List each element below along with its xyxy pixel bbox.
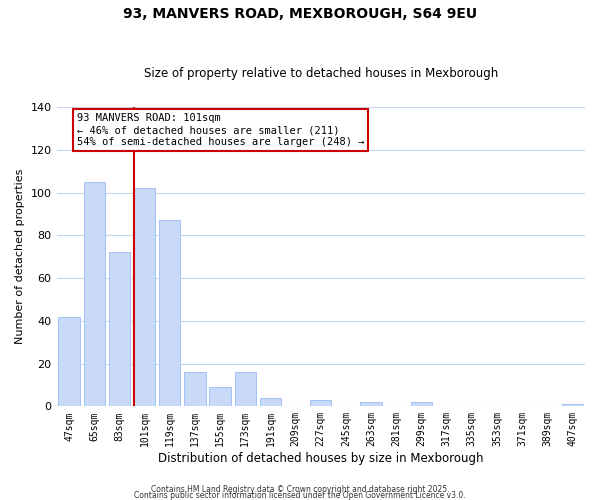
Bar [209, 387, 231, 406]
Text: 93 MANVERS ROAD: 101sqm
← 46% of detached houses are smaller (211)
54% of semi-d: 93 MANVERS ROAD: 101sqm ← 46% of detache… [77, 114, 364, 146]
Y-axis label: Number of detached properties: Number of detached properties [15, 169, 25, 344]
Text: Contains public sector information licensed under the Open Government Licence v3: Contains public sector information licen… [134, 490, 466, 500]
X-axis label: Distribution of detached houses by size in Mexborough: Distribution of detached houses by size … [158, 452, 484, 465]
Bar [310, 400, 331, 406]
Title: Size of property relative to detached houses in Mexborough: Size of property relative to detached ho… [143, 66, 498, 80]
Bar [235, 372, 256, 406]
Text: Contains HM Land Registry data © Crown copyright and database right 2025.: Contains HM Land Registry data © Crown c… [151, 484, 449, 494]
Bar [361, 402, 382, 406]
Bar [109, 252, 130, 406]
Bar [83, 182, 105, 406]
Bar [562, 404, 583, 406]
Bar [260, 398, 281, 406]
Bar [134, 188, 155, 406]
Bar [411, 402, 432, 406]
Bar [184, 372, 206, 406]
Bar [58, 316, 80, 406]
Text: 93, MANVERS ROAD, MEXBOROUGH, S64 9EU: 93, MANVERS ROAD, MEXBOROUGH, S64 9EU [123, 8, 477, 22]
Bar [159, 220, 181, 406]
